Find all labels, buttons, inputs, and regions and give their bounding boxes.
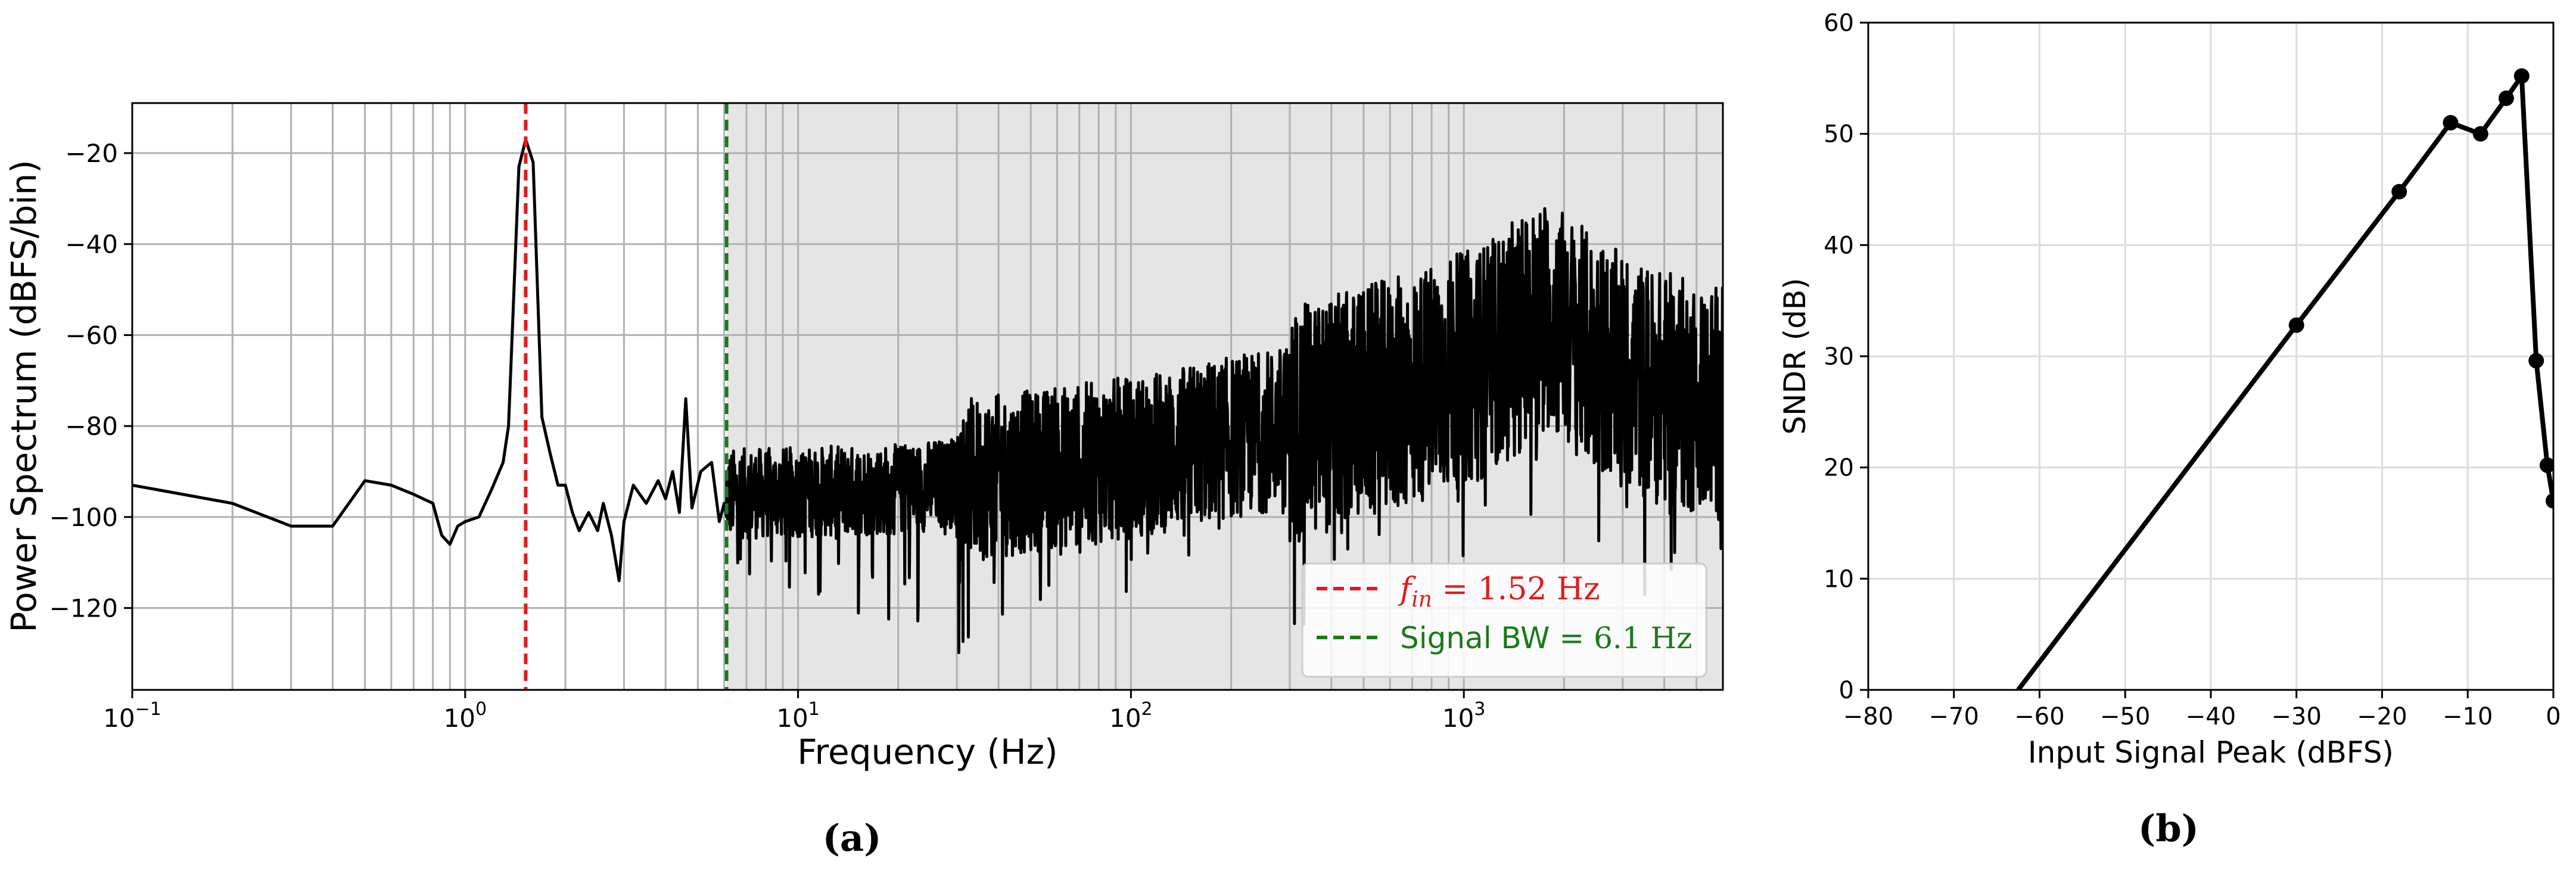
legend-label-fin: fin = 1.52 Hz: [1398, 571, 1600, 612]
y-tick-label: −20: [65, 139, 118, 168]
x-tick-label: 0: [2546, 703, 2561, 730]
y-tick-label: 30: [1824, 343, 1854, 371]
y-tick-label: −40: [65, 230, 118, 259]
legend-fin-subscript: in: [1411, 587, 1432, 612]
y-tick-label: 50: [1824, 121, 1854, 148]
x-tick-label: −30: [2272, 703, 2322, 730]
sndr-x-ticks: −80 −70 −60 −50 −40 −30 −20 −10 0: [1843, 690, 2561, 730]
x-tick-label: −60: [2014, 703, 2064, 730]
sndr-point: [2513, 68, 2530, 84]
spectrum-trace: [132, 138, 1723, 654]
x-tick-label: −80: [1843, 703, 1893, 730]
y-tick-label: 20: [1824, 455, 1854, 482]
y-tick-label: 40: [1824, 232, 1854, 259]
spectrum-plot-frame: [131, 102, 1724, 691]
sndr-line: [2016, 73, 2553, 690]
legend-bw-value: 6.1 Hz: [1594, 621, 1692, 655]
sndr-x-axis-label: Input Signal Peak (dBFS): [2028, 735, 2394, 770]
x-tick-label: 103: [1442, 699, 1486, 733]
sndr-point: [2546, 493, 2553, 509]
sndr-trace: [2016, 68, 2553, 690]
marker-lines: [524, 103, 729, 690]
y-tick-label: −120: [49, 594, 118, 623]
spectrum-legend: fin = 1.52 Hz Signal BW = 6.1 Hz: [1301, 562, 1707, 678]
sndr-point: [2443, 115, 2459, 130]
y-tick-label: 60: [1824, 10, 1854, 37]
y-tick-label: −100: [49, 503, 118, 532]
sndr-y-ticks: 0 10 20 30 40 50 60: [1824, 10, 1868, 704]
x-tick-label: 100: [444, 699, 487, 733]
legend-bw-text: Signal BW =: [1400, 621, 1594, 655]
spectrum-line: [132, 138, 1723, 654]
spectrum-x-ticks: 10−1 100 101 102 103: [103, 690, 1485, 733]
panel-label-a: (a): [823, 816, 882, 860]
spectrum-chart: 10−1 100 101 102 103 −120 −100 −80 −60 −40 −20 Fr…: [4, 102, 1724, 772]
sndr-point: [2288, 317, 2304, 333]
sndr-point: [2539, 457, 2553, 473]
legend-label-bw: Signal BW = 6.1 Hz: [1400, 621, 1692, 655]
y-tick-label: −80: [65, 412, 118, 441]
x-tick-label: −70: [1929, 703, 1979, 730]
x-tick-label: 10−1: [103, 699, 161, 733]
sndr-chart: −80 −70 −60 −50 −40 −30 −20 −10 0 0102030405060 …: [1778, 10, 2561, 770]
x-tick-label: −20: [2357, 703, 2407, 730]
spectrum-y-ticks: −120 −100 −80 −60 −40 −20: [49, 139, 132, 623]
sndr-point: [2391, 183, 2407, 200]
sndr-point: [2528, 353, 2544, 369]
sndr-y-axis-label: SNDR (dB): [1778, 278, 1812, 434]
x-tick-label: −40: [2186, 703, 2236, 730]
panel-label-b: (b): [2138, 807, 2199, 850]
y-tick-label: 0: [1839, 677, 1854, 704]
legend-fin-value: = 1.52 Hz: [1432, 571, 1600, 607]
sndr-point: [2472, 126, 2488, 142]
sndr-point: [2498, 90, 2514, 106]
spectrum-x-axis-label: Frequency (Hz): [797, 732, 1057, 772]
legend-box: [1301, 562, 1707, 678]
x-tick-label: −50: [2100, 703, 2150, 730]
x-tick-label: 102: [1109, 699, 1153, 733]
spectrum-y-axis-label: Power Spectrum (dBFS/bin): [4, 160, 44, 633]
x-tick-label: −10: [2443, 703, 2493, 730]
x-tick-label: 101: [776, 699, 820, 733]
y-tick-label: −60: [65, 321, 118, 350]
y-tick-label: 10: [1824, 565, 1854, 593]
